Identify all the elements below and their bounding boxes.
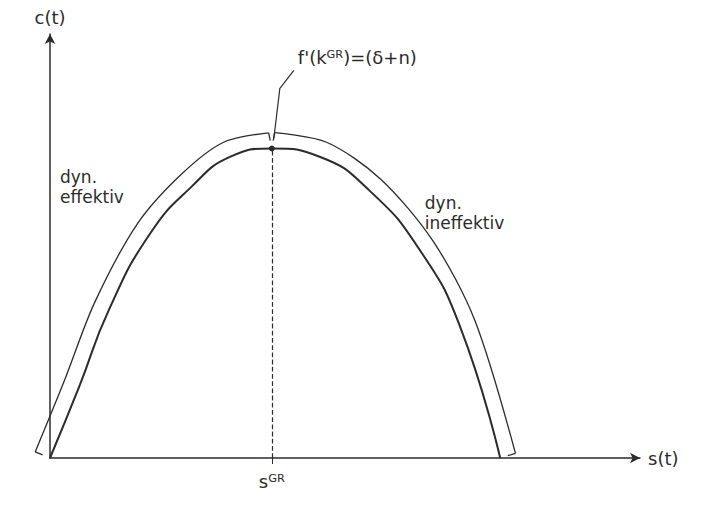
svg-text:effektiv: effektiv (60, 187, 124, 207)
svg-text:s(t): s(t) (648, 448, 678, 469)
svg-text:dyn.: dyn. (425, 193, 462, 213)
svg-text:ineffektiv: ineffektiv (425, 213, 504, 233)
svg-text:c(t): c(t) (35, 7, 66, 28)
svg-text:sᴳᴿ: sᴳᴿ (259, 471, 285, 492)
svg-text:f'(kᴳᴿ)=(δ+n): f'(kᴳᴿ)=(δ+n) (298, 47, 417, 68)
svg-text:dyn.: dyn. (60, 167, 97, 187)
